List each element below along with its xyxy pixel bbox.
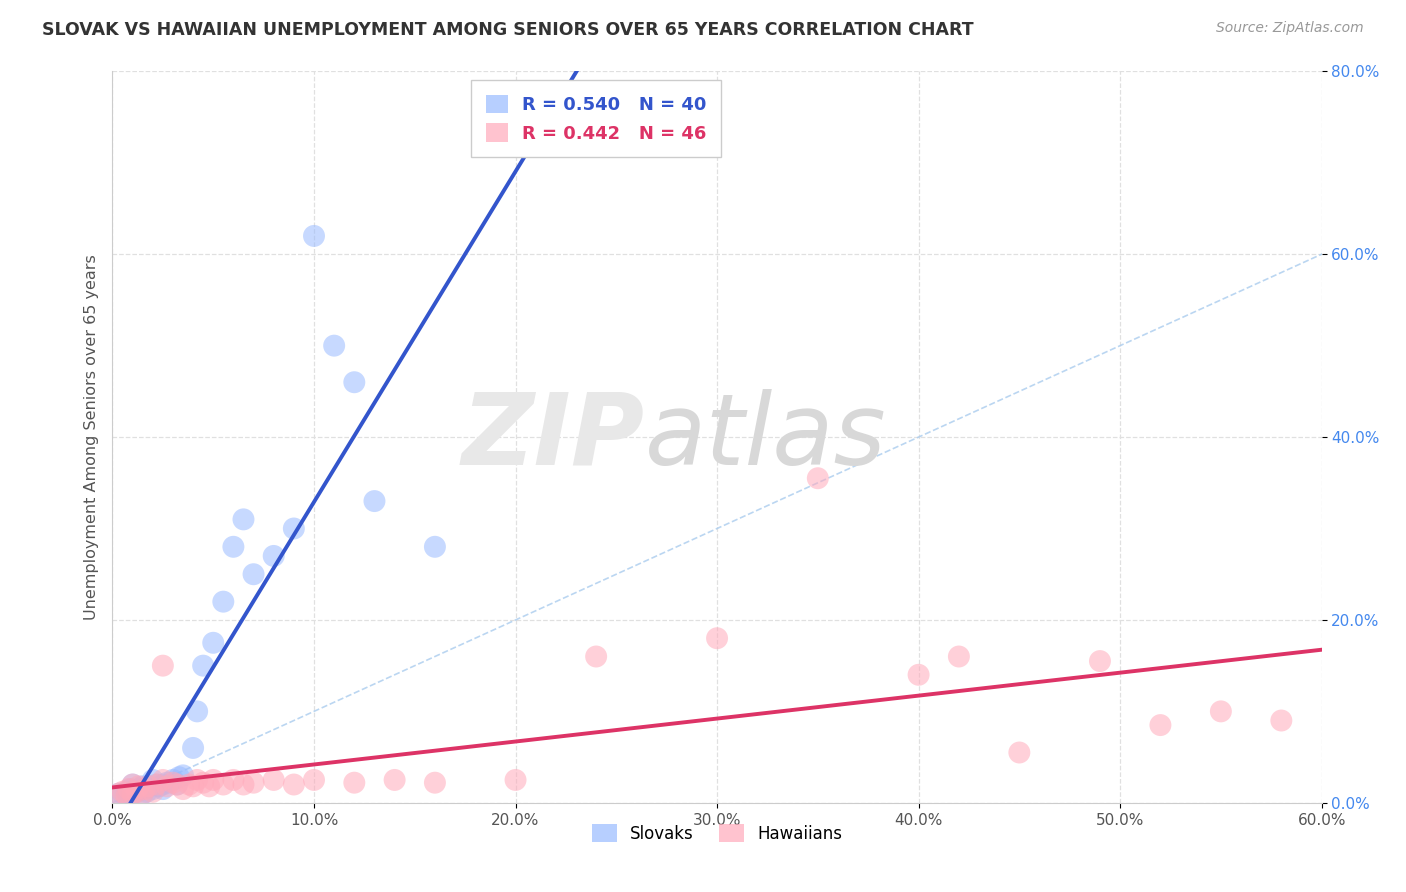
Point — [121, 778, 143, 792]
Point — [1088, 654, 1111, 668]
Point — [117, 789, 139, 803]
Point — [1008, 746, 1031, 760]
Point — [212, 778, 235, 792]
Point — [125, 785, 148, 799]
Point — [111, 787, 134, 801]
Point — [152, 782, 174, 797]
Point — [172, 782, 194, 797]
Point — [585, 649, 607, 664]
Text: atlas: atlas — [644, 389, 886, 485]
Point — [186, 705, 208, 719]
Point — [138, 780, 160, 794]
Point — [156, 775, 179, 789]
Text: SLOVAK VS HAWAIIAN UNEMPLOYMENT AMONG SENIORS OVER 65 YEARS CORRELATION CHART: SLOVAK VS HAWAIIAN UNEMPLOYMENT AMONG SE… — [42, 21, 974, 38]
Point — [242, 775, 264, 789]
Point — [148, 780, 170, 794]
Text: Source: ZipAtlas.com: Source: ZipAtlas.com — [1216, 21, 1364, 35]
Point — [134, 782, 156, 797]
Point — [222, 772, 245, 787]
Point — [948, 649, 970, 664]
Point — [117, 782, 139, 797]
Point — [128, 782, 150, 797]
Point — [263, 549, 285, 563]
Point — [363, 494, 385, 508]
Point — [111, 785, 134, 799]
Text: ZIP: ZIP — [461, 389, 644, 485]
Point — [212, 594, 235, 608]
Point — [128, 780, 150, 794]
Point — [186, 772, 208, 787]
Point — [107, 787, 129, 801]
Point — [505, 772, 527, 787]
Point — [423, 540, 446, 554]
Point — [121, 787, 143, 801]
Point — [121, 778, 143, 792]
Point — [232, 778, 254, 792]
Point — [198, 780, 221, 794]
Point — [166, 778, 188, 792]
Point — [142, 785, 165, 799]
Point — [181, 780, 204, 794]
Point — [283, 778, 305, 792]
Point — [132, 787, 155, 801]
Point — [152, 778, 174, 792]
Point — [807, 471, 830, 485]
Point — [302, 772, 325, 787]
Point — [152, 658, 174, 673]
Point — [132, 780, 155, 794]
Point — [907, 667, 929, 681]
Point — [132, 787, 155, 801]
Point — [323, 338, 346, 352]
Point — [191, 775, 214, 789]
Point — [162, 772, 184, 787]
Point — [343, 775, 366, 789]
Point — [107, 787, 129, 801]
Point — [232, 512, 254, 526]
Point — [283, 521, 305, 535]
Point — [115, 789, 138, 803]
Point — [1270, 714, 1292, 728]
Point — [172, 768, 194, 782]
Point — [125, 785, 148, 799]
Point — [166, 778, 188, 792]
Point — [115, 785, 138, 799]
Point — [706, 632, 728, 646]
Point — [167, 770, 190, 784]
Point — [202, 636, 225, 650]
Point — [384, 772, 406, 787]
Y-axis label: Unemployment Among Seniors over 65 years: Unemployment Among Seniors over 65 years — [83, 254, 98, 620]
Point — [156, 780, 179, 794]
Point — [135, 785, 157, 799]
Point — [152, 772, 174, 787]
Point — [202, 772, 225, 787]
Point — [263, 772, 285, 787]
Point — [222, 540, 245, 554]
Point — [343, 375, 366, 389]
Point — [146, 778, 169, 792]
Point — [162, 775, 184, 789]
Point — [1149, 718, 1171, 732]
Legend: Slovaks, Hawaiians: Slovaks, Hawaiians — [585, 818, 849, 849]
Point — [142, 782, 165, 797]
Point — [121, 787, 143, 801]
Point — [302, 229, 325, 244]
Point — [177, 778, 200, 792]
Point — [1209, 705, 1232, 719]
Point — [138, 780, 160, 794]
Point — [120, 782, 142, 797]
Point — [134, 782, 156, 797]
Point — [423, 775, 446, 789]
Point — [142, 772, 165, 787]
Point — [181, 740, 204, 755]
Point — [146, 778, 169, 792]
Point — [242, 567, 264, 582]
Point — [191, 658, 214, 673]
